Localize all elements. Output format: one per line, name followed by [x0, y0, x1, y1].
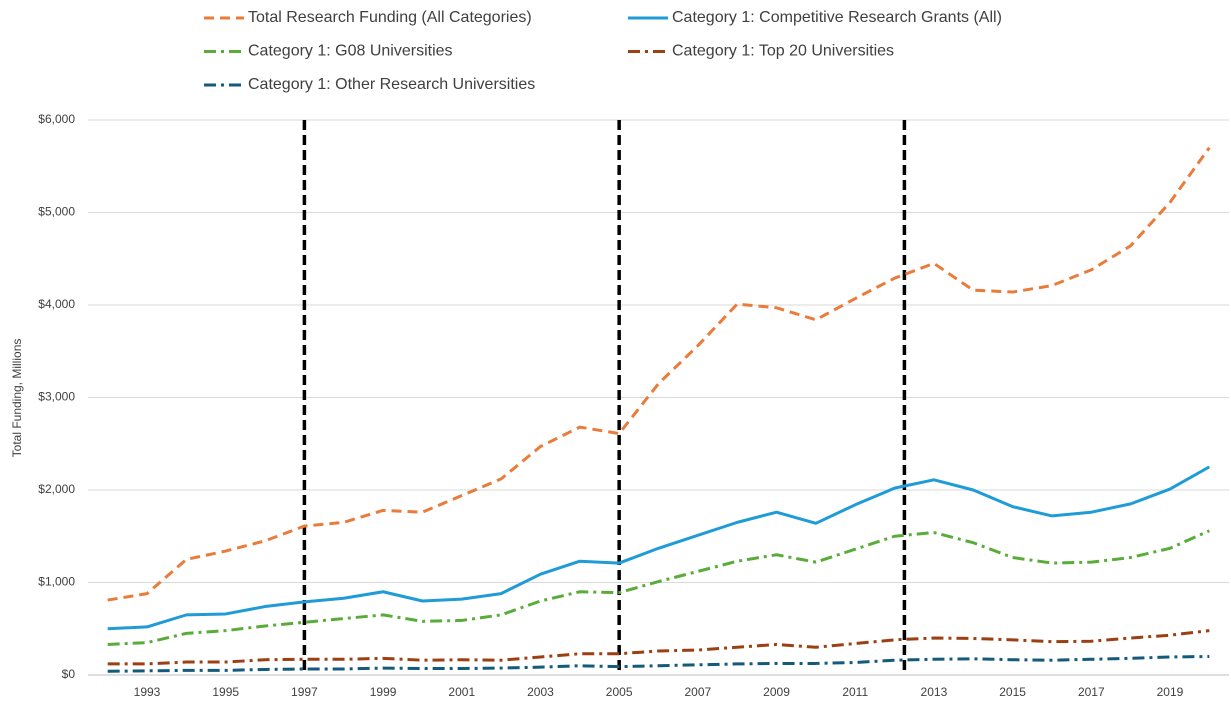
x-tick-label: 2013 [921, 685, 948, 699]
y-tick-label: $1,000 [38, 575, 75, 589]
y-tick-label: $3,000 [38, 390, 75, 404]
series-line [107, 465, 1211, 631]
x-tick-label: 2005 [606, 685, 633, 699]
y-tick-label: $6,000 [38, 112, 75, 126]
y-tick-label: $4,000 [38, 297, 75, 311]
series-line [107, 655, 1210, 673]
x-tick-label: 2001 [448, 685, 475, 699]
y-tick-label: $0 [62, 667, 76, 681]
x-tick-label: 1999 [370, 685, 397, 699]
legend-label: Category 1: Competitive Research Grants … [672, 9, 1002, 26]
x-tick-label: 1997 [291, 685, 318, 699]
legend-label: Category 1: G08 Universities [248, 43, 453, 60]
x-tick-label: 2009 [763, 685, 790, 699]
legend-label: Total Research Funding (All Categories) [248, 9, 532, 26]
x-tick-label: 2015 [999, 685, 1026, 699]
series-line [107, 529, 1210, 646]
x-tick-label: 2011 [842, 685, 868, 699]
y-axis-label: Total Funding, Millions [10, 339, 24, 458]
x-tick-label: 2007 [684, 685, 711, 699]
x-tick-label: 2017 [1078, 685, 1105, 699]
x-tick-label: 2003 [527, 685, 554, 699]
x-tick-label: 1993 [134, 685, 161, 699]
legend-label: Category 1: Other Research Universities [248, 76, 535, 93]
legend-label: Category 1: Top 20 Universities [672, 43, 894, 60]
series-line [107, 146, 1211, 602]
y-tick-label: $2,000 [38, 482, 75, 496]
y-tick-label: $5,000 [38, 205, 75, 219]
x-tick-label: 1995 [212, 685, 239, 699]
x-tick-label: 2019 [1157, 685, 1184, 699]
series-line [107, 629, 1210, 666]
